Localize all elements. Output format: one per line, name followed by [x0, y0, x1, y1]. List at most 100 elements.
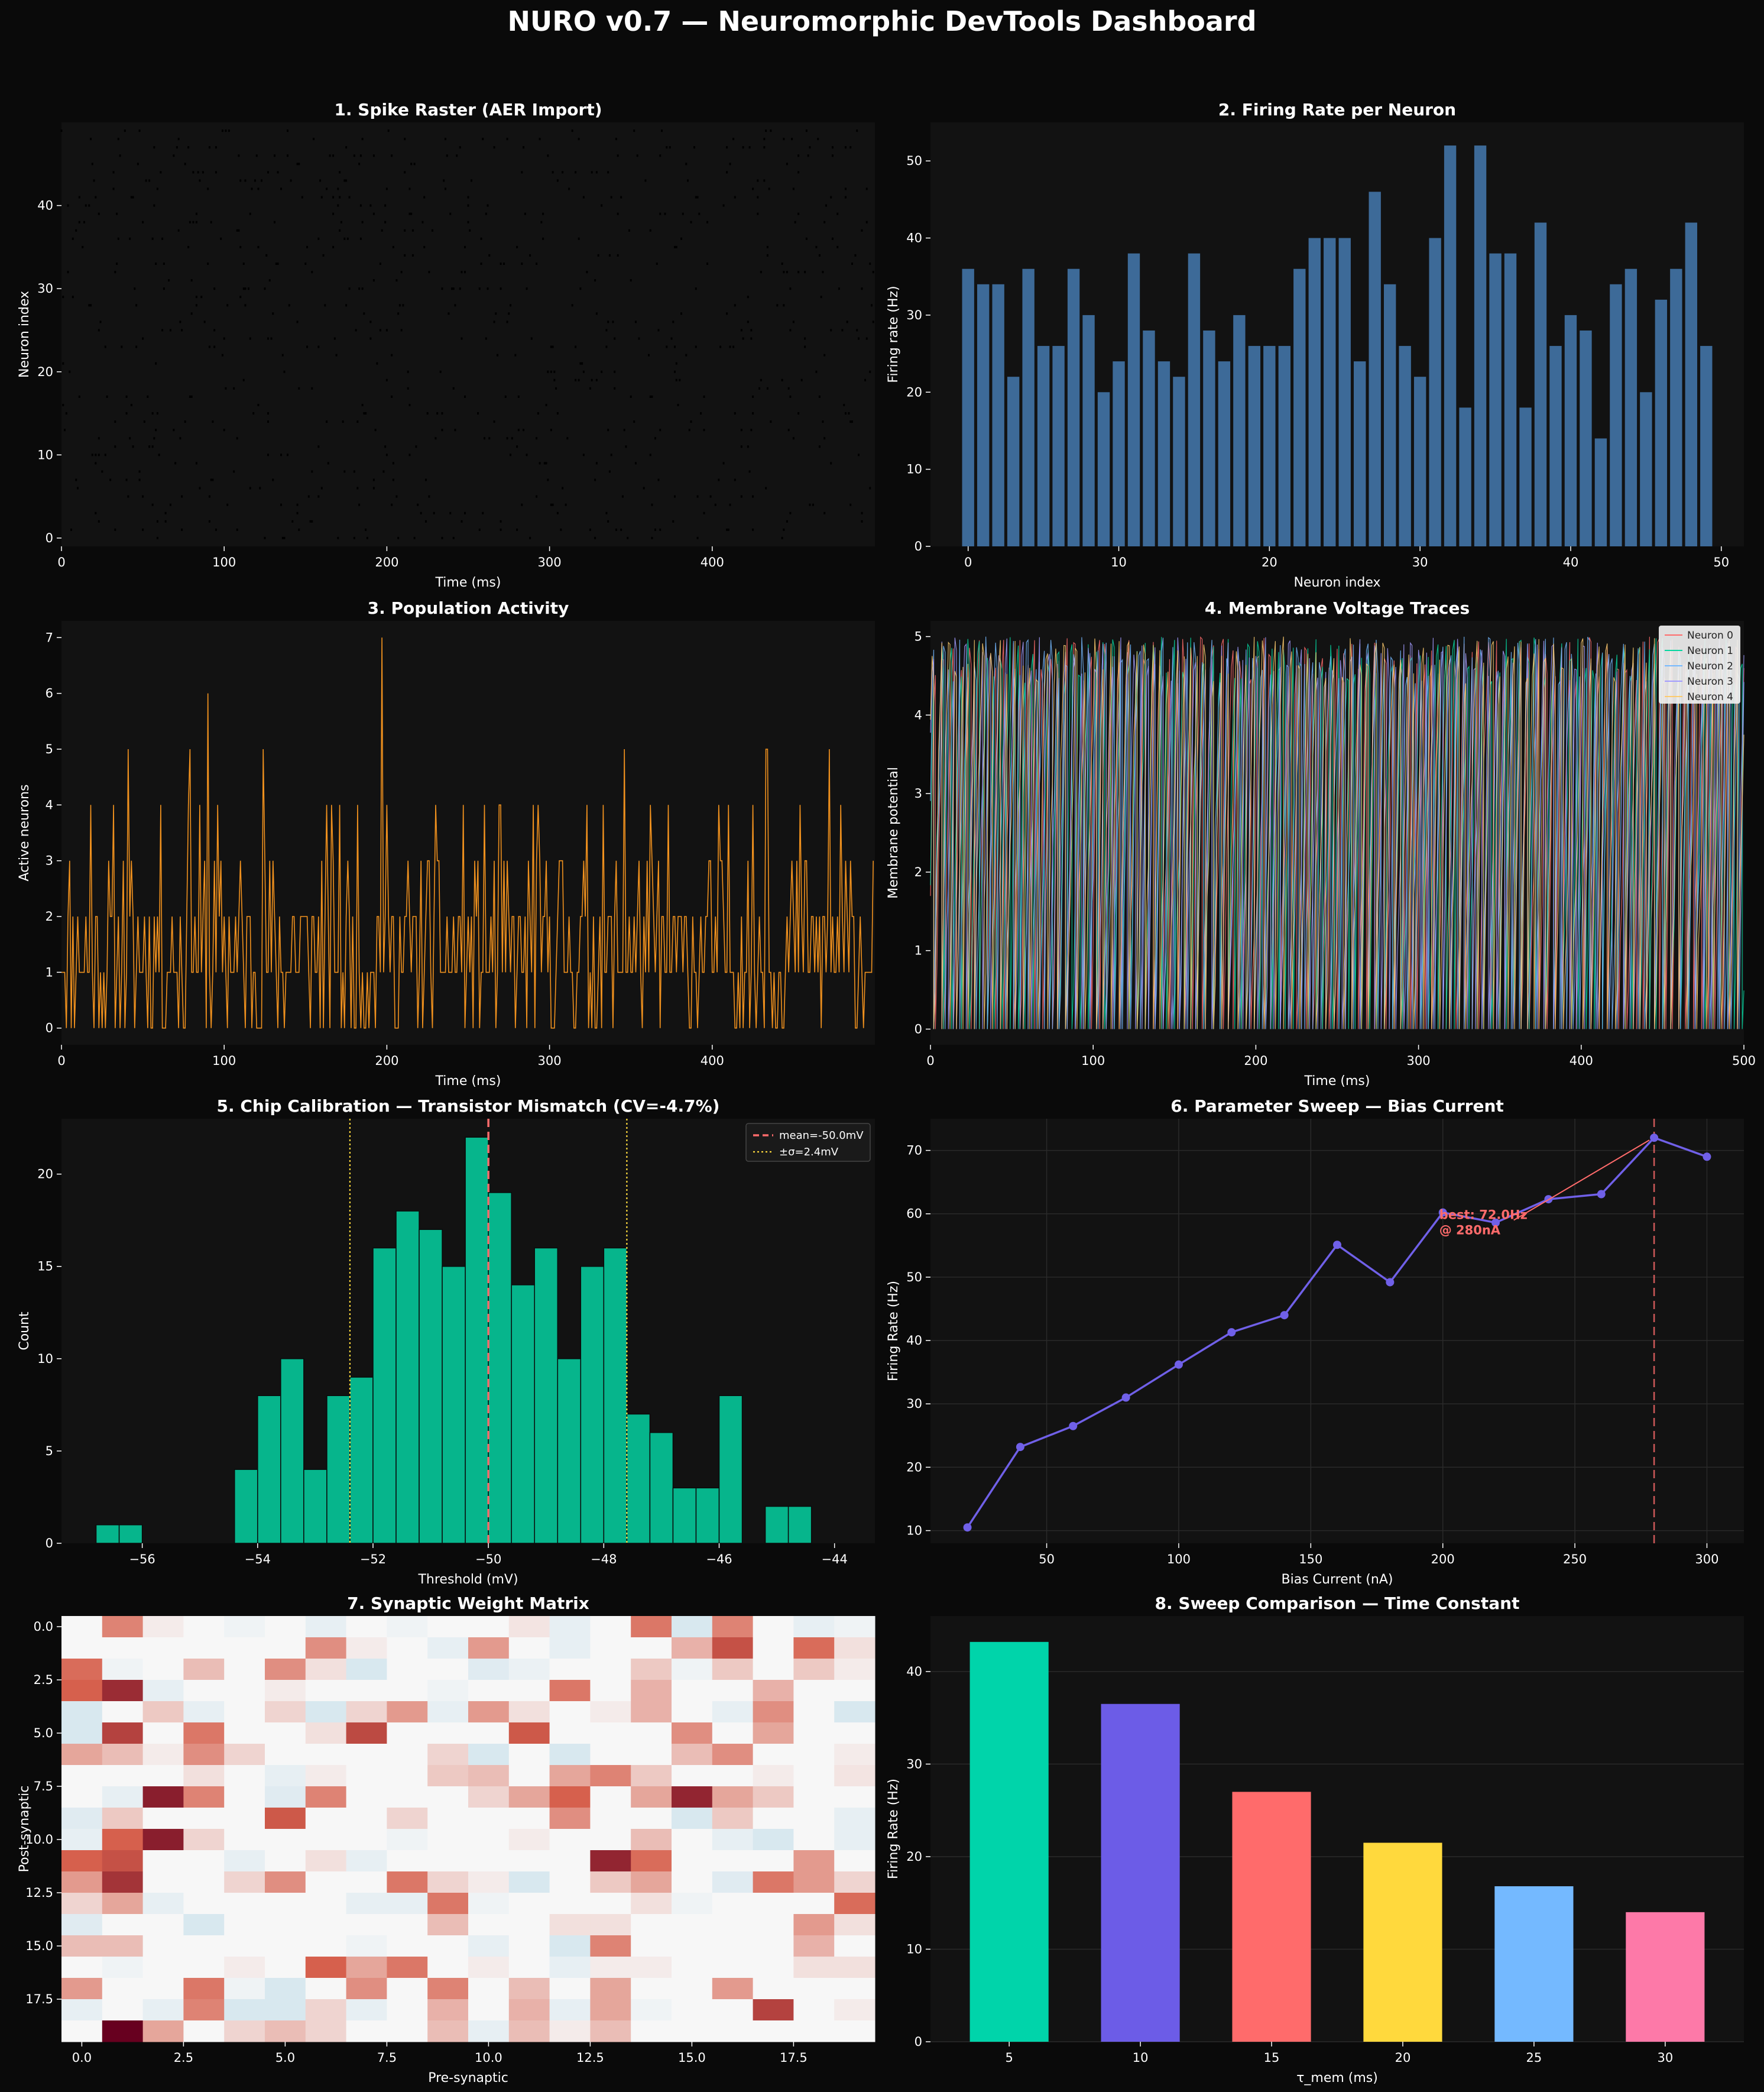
spike-dot — [281, 354, 284, 357]
heatmap-cell — [590, 1744, 631, 1766]
spike-dot — [236, 528, 238, 531]
heatmap-cell — [387, 1957, 428, 1978]
x-tick-label: 100 — [212, 555, 236, 569]
spike-dot — [267, 454, 270, 456]
spike-dot — [823, 354, 826, 357]
spike-dot — [411, 229, 414, 232]
spike-dot — [75, 478, 77, 481]
sweep-point — [1069, 1421, 1078, 1430]
spike-dot — [78, 221, 80, 224]
spike-dot — [441, 287, 443, 290]
spike-dot — [70, 528, 73, 531]
histogram-bar — [118, 1524, 143, 1544]
firing-rate-bar — [1188, 253, 1201, 546]
histogram-bar — [787, 1505, 812, 1544]
heatmap-cell — [224, 1722, 265, 1744]
spike-dot — [410, 163, 413, 166]
spike-dot — [726, 146, 728, 149]
spike-dot — [233, 470, 235, 473]
spike-dot — [865, 187, 868, 190]
spike-dot — [296, 320, 299, 323]
y-tick-label: 60 — [906, 1207, 922, 1221]
x-tick-label: 40 — [1563, 555, 1579, 569]
heatmap-cell — [468, 1935, 510, 1957]
heatmap-cell — [468, 1722, 510, 1744]
heatmap-cell — [427, 1829, 469, 1851]
spike-dot — [608, 254, 611, 257]
heatmap-cell — [468, 1893, 510, 1915]
spike-dot — [267, 412, 270, 415]
spike-dot — [719, 345, 722, 348]
spike-dot — [703, 395, 705, 398]
spike-dot — [155, 429, 157, 432]
spike-dot — [628, 229, 630, 232]
heatmap-cell — [265, 1722, 306, 1744]
firing-rate-bar — [1052, 346, 1065, 546]
spike-dot — [358, 287, 361, 290]
spike-dot — [307, 495, 310, 498]
heatmap-cell — [549, 1637, 591, 1659]
spike-dot — [695, 345, 697, 348]
firing-rate-bar — [1007, 377, 1020, 546]
heatmap-cell — [549, 1808, 591, 1829]
spike-dot — [67, 204, 69, 207]
spike-dot — [722, 462, 725, 465]
spike-dot — [480, 237, 482, 240]
heatmap-cell — [712, 1978, 754, 2000]
x-tick-label: 500 — [1732, 1054, 1756, 1068]
spike-dot — [742, 337, 744, 340]
spike-dot — [215, 146, 217, 149]
heatmap-cell — [793, 1786, 835, 1808]
spike-dot — [301, 196, 303, 199]
sweep-point — [1227, 1328, 1236, 1337]
spike-dot — [760, 378, 762, 381]
spike-dot — [420, 511, 422, 514]
spike-dot — [763, 179, 766, 182]
spike-dot — [448, 312, 450, 315]
heatmap-cell — [793, 2020, 835, 2042]
chart-panel-synaptic-weights: 7. Synaptic Weight Matrix Pre-synaptic Pos… — [17, 1594, 875, 2085]
heatmap-cell — [508, 1680, 550, 1702]
spike-dot — [400, 271, 403, 274]
y-tick-label: 2 — [915, 865, 922, 879]
spike-dot — [413, 163, 416, 166]
spike-dot — [660, 129, 663, 132]
heatmap-cell — [590, 1659, 631, 1680]
spike-dot — [849, 420, 852, 423]
heatmap-cell — [265, 1957, 306, 1978]
spike-dot — [408, 404, 411, 406]
heatmap-cell — [753, 1935, 794, 1957]
spike-dot — [765, 487, 767, 490]
spike-dot — [752, 528, 754, 531]
spike-dot — [275, 263, 277, 265]
heatmap-cell — [346, 1850, 387, 1872]
heatmap-cell — [549, 1871, 591, 1893]
spike-dot — [147, 395, 149, 398]
spike-dot — [125, 478, 128, 481]
heatmap-cell — [102, 1722, 144, 1744]
heatmap-cell — [753, 1744, 794, 1766]
heatmap-cell — [183, 1871, 225, 1893]
spike-dot — [856, 129, 858, 132]
spike-dot — [439, 370, 442, 373]
spike-dot — [612, 320, 614, 323]
heatmap-cell — [793, 1871, 835, 1893]
heatmap-cell — [61, 1765, 103, 1787]
heatmap-cell — [387, 1893, 428, 1915]
spike-dot — [169, 503, 171, 506]
spike-dot — [369, 320, 372, 323]
heatmap-cell — [631, 1637, 672, 1659]
heatmap-cell — [672, 1744, 713, 1766]
spike-dot — [872, 271, 874, 274]
heatmap-cell — [753, 1637, 794, 1659]
spike-dot — [130, 196, 132, 199]
heatmap-cell — [427, 1722, 469, 1744]
spike-dot — [630, 279, 632, 282]
heatmap-cell — [305, 1829, 347, 1851]
x-tick-label: −48 — [591, 1552, 617, 1566]
heatmap-cell — [631, 1829, 672, 1851]
spike-dot — [99, 320, 102, 323]
heatmap-cell — [183, 1914, 225, 1936]
spike-dot — [353, 536, 355, 539]
spike-dot — [547, 478, 549, 481]
